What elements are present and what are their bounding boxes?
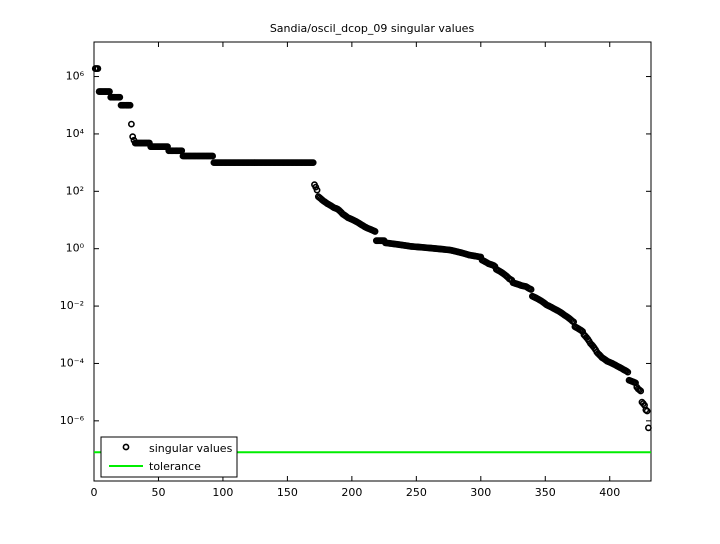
data-point <box>129 133 137 141</box>
data-point <box>371 228 379 235</box>
x-tick-label: 50 <box>151 486 165 499</box>
legend-label: singular values <box>149 442 233 455</box>
x-tick-label: 350 <box>535 486 556 499</box>
data-point <box>645 424 652 432</box>
chart-title: Sandia/oscil_dcop_09 singular values <box>270 22 475 35</box>
y-tick-label: 10⁻⁶ <box>60 414 85 427</box>
x-tick-label: 250 <box>406 486 427 499</box>
data-point <box>127 120 135 128</box>
data-point <box>313 186 321 194</box>
data-point <box>527 286 535 293</box>
data-point <box>643 407 651 415</box>
data-point <box>94 65 102 72</box>
legend-marker <box>122 443 130 451</box>
x-tick-label: 200 <box>341 486 362 499</box>
x-tick-label: 100 <box>212 486 233 499</box>
y-tick-label: 10⁴ <box>66 127 85 140</box>
y-tick-label: 10⁻⁴ <box>60 356 85 369</box>
data-point <box>116 93 124 101</box>
legend-label: tolerance <box>149 460 201 473</box>
data-point <box>637 387 645 395</box>
y-tick-label: 10⁰ <box>66 242 85 255</box>
data-point <box>126 101 134 109</box>
y-tick-label: 10⁻² <box>60 299 84 312</box>
plot-frame <box>93 41 652 482</box>
data-point <box>624 368 632 376</box>
y-tick-label: 10⁶ <box>66 70 85 83</box>
x-tick-label: 300 <box>470 486 491 499</box>
legend-box <box>100 436 238 478</box>
y-tick-label: 10² <box>66 184 84 197</box>
x-tick-label: 400 <box>599 486 620 499</box>
x-tick-label: 0 <box>91 486 98 499</box>
data-point <box>209 152 217 160</box>
data-point <box>309 159 317 167</box>
x-tick-label: 150 <box>277 486 298 499</box>
